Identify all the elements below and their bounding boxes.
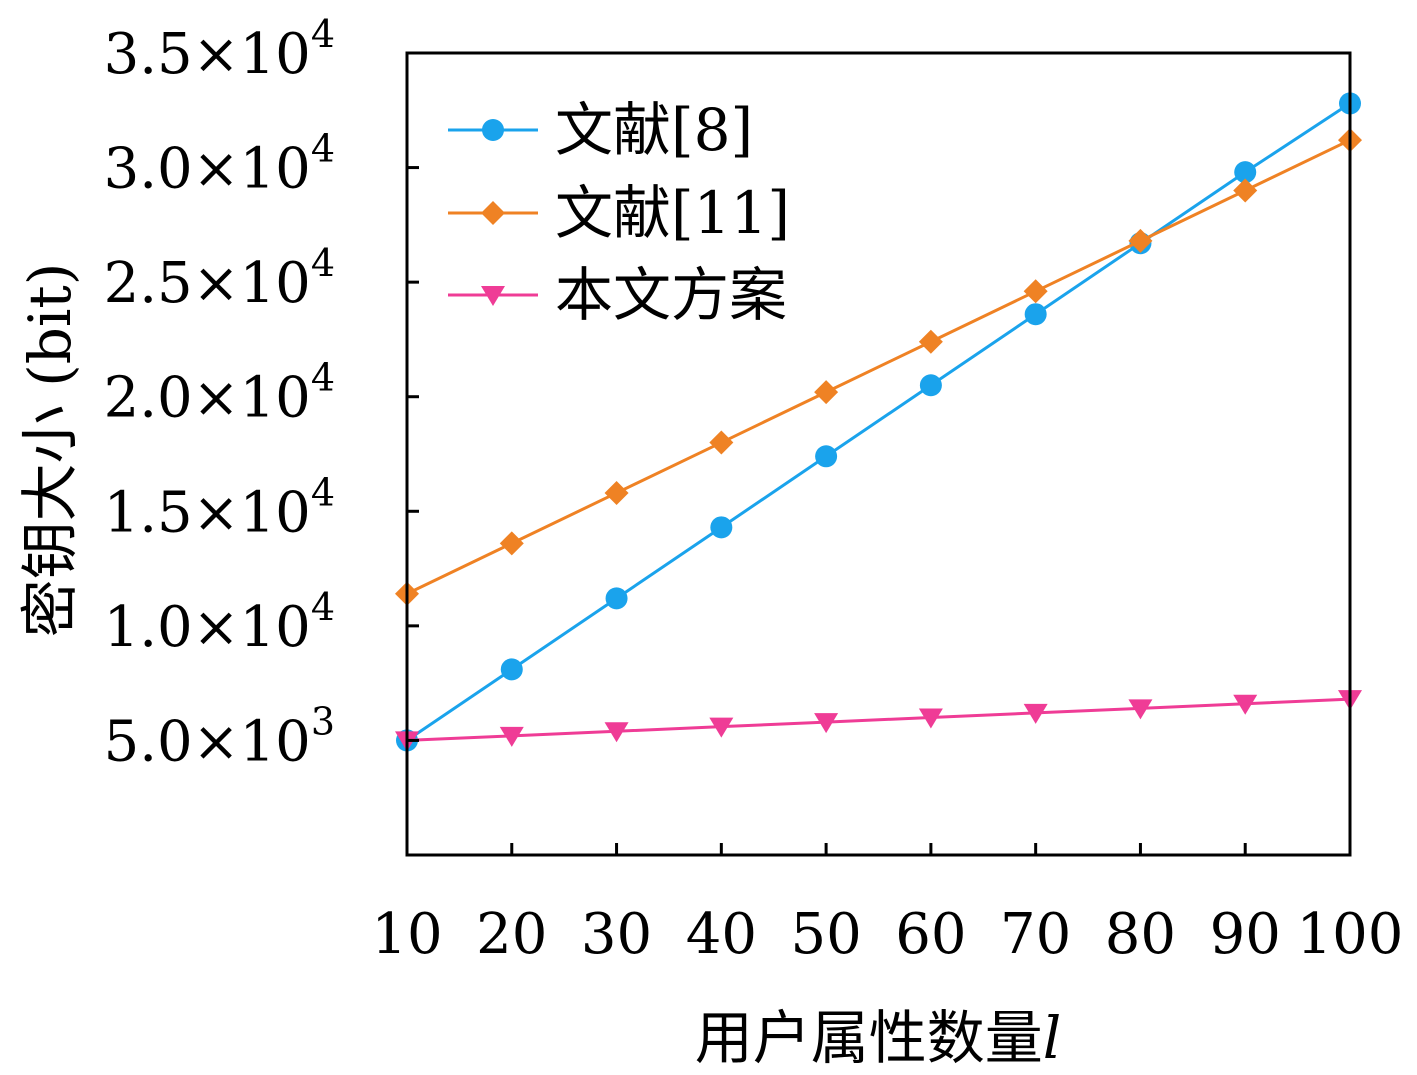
y-tick-label: 5.0×103 <box>104 699 335 774</box>
series-2-point <box>814 380 839 405</box>
y-tick-label: 2.5×104 <box>104 241 335 316</box>
y-tick-label: 1.5×104 <box>104 470 335 545</box>
series-1-point <box>815 445 838 468</box>
y-tick-label: 3.0×104 <box>104 127 335 202</box>
series-2-point <box>1233 178 1258 203</box>
x-tick-label: 100 <box>1297 902 1404 967</box>
y-axis-label: 密钥大小 (bit) <box>16 263 84 638</box>
series-2-point <box>1128 228 1153 253</box>
x-tick-label: 60 <box>895 902 966 967</box>
series-1-point <box>1234 161 1257 184</box>
series-3-point <box>1023 703 1048 724</box>
series-layer <box>395 92 1362 752</box>
x-tick-label: 10 <box>371 902 442 967</box>
series-line-3 <box>406 697 1351 742</box>
series-2-point <box>604 480 629 505</box>
y-tick-label: 3.5×104 <box>104 12 335 87</box>
x-tick-label: 90 <box>1210 902 1281 967</box>
series-2-point <box>499 531 524 556</box>
series-line-2 <box>406 138 1351 596</box>
x-tick-label: 50 <box>790 902 861 967</box>
y-tick-label: 1.0×104 <box>104 585 335 660</box>
series-line-1 <box>406 102 1351 742</box>
x-tick-label: 20 <box>476 902 547 967</box>
series-2-point <box>709 430 734 455</box>
legend-marker-1 <box>482 119 504 141</box>
x-axis-label: 用户属性数量l <box>695 1004 1062 1072</box>
x-tick-label: 70 <box>1000 902 1071 967</box>
series-1-point <box>1024 303 1047 326</box>
series-1-point <box>605 587 628 610</box>
y-tick-label: 2.0×104 <box>104 356 335 431</box>
legend-marker-3 <box>481 286 505 306</box>
series-2-point <box>918 329 943 354</box>
x-axis-ticks: 10 20 30 40 50 60 70 80 90 100 <box>371 843 1403 967</box>
series-1-point <box>500 658 523 681</box>
series-3-point <box>604 722 629 743</box>
x-axis-label-text: 用户属性数量 <box>695 1004 1043 1072</box>
legend-label-3: 本文方案 <box>555 261 787 329</box>
series-3-point <box>814 713 839 734</box>
x-tick-label: 30 <box>581 902 652 967</box>
legend-marker-2 <box>481 201 505 225</box>
plot-frame <box>405 51 1352 857</box>
legend-label-1: 文献[8] <box>555 96 753 164</box>
series-3-point <box>1128 699 1153 720</box>
series-3-point <box>918 708 943 729</box>
series-3-point <box>1233 694 1258 715</box>
series-3-point <box>709 717 734 738</box>
legend: 文献[8] 文献[11] 本文方案 <box>448 96 790 329</box>
series-1-point <box>919 374 942 397</box>
legend-label-2: 文献[11] <box>555 179 790 247</box>
series-1-point <box>710 516 733 539</box>
series-3-point <box>499 726 524 747</box>
x-tick-label: 80 <box>1105 902 1176 967</box>
y-axis-ticks: 5.0×103 1.0×104 1.5×104 2.0×104 2.5×104 3.0×1… <box>104 12 419 774</box>
x-tick-label: 40 <box>686 902 757 967</box>
x-axis-label-variable: l <box>1043 1004 1062 1072</box>
series-2-point <box>1023 279 1048 304</box>
